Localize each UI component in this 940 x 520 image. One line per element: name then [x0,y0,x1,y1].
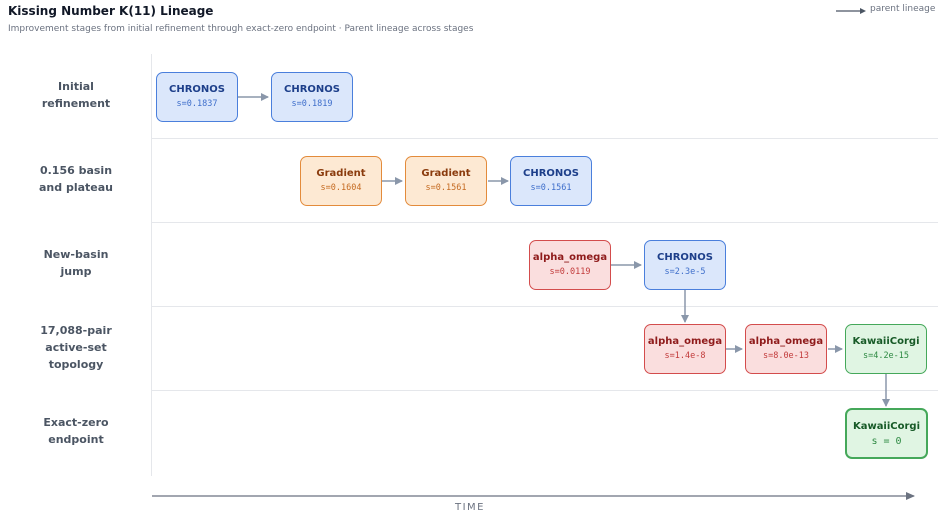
legend: parent lineage [836,4,936,18]
diagram-title: Kissing Number K(11) Lineage [8,4,214,18]
legend-label: parent lineage [870,4,936,14]
diagram-subtitle: Improvement stages from initial refineme… [8,24,474,34]
node-chronos[interactable]: CHRONOS s=2.3e-5 [644,240,726,290]
lane-divider [152,138,938,139]
lane-label-new-basin-jump: New-basin jump [43,248,109,278]
node-kawaiicorgi[interactable]: KawaiiCorgi s=4.2e-15 [845,324,927,374]
lane-divider [152,306,938,307]
time-axis-label: TIME [454,502,485,513]
node-alpha-omega[interactable]: alpha_omega s=1.4e-8 [644,324,726,374]
node-gradient[interactable]: Gradient s=0.1561 [405,156,487,206]
node-chronos[interactable]: CHRONOS s=0.1837 [156,72,238,122]
lane-separator-vertical [151,54,152,476]
legend-arrow-icon [836,8,866,14]
lane-label-initial-refinement: Initial refinement [41,80,111,110]
lane-divider [152,222,938,223]
node-chronos[interactable]: CHRONOS s=0.1561 [510,156,592,206]
lane-divider [152,390,938,391]
node-alpha-omega[interactable]: alpha_omega s=8.0e-13 [745,324,827,374]
node-kawaiicorgi-endpoint[interactable]: KawaiiCorgi s = 0 [845,408,928,459]
lane-label-basin-plateau: 0.156 basin and plateau [39,164,113,194]
node-gradient[interactable]: Gradient s=0.1604 [300,156,382,206]
lane-label-active-set-topology: 17,088-pair active-set topology [40,324,112,371]
node-chronos[interactable]: CHRONOS s=0.1819 [271,72,353,122]
lane-label-exact-zero-endpoint: Exact-zero endpoint [43,416,109,446]
node-alpha-omega[interactable]: alpha_omega s=0.0119 [529,240,611,290]
